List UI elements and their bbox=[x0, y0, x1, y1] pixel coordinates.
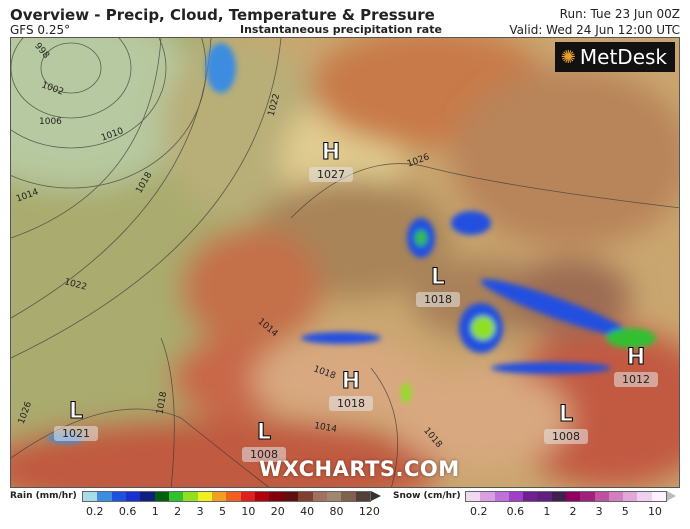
metdesk-star-icon: ✺ bbox=[560, 46, 576, 68]
rain-swatch bbox=[298, 492, 313, 501]
snow-legend-label: Snow (cm/hr) bbox=[393, 491, 461, 501]
center-symbol: H bbox=[341, 369, 361, 394]
rain-tick-label: 40 bbox=[300, 505, 315, 518]
snow-tick-label: 0.2 bbox=[470, 505, 488, 518]
logo-text: MetDesk bbox=[579, 45, 667, 69]
snow-tick-label: 5 bbox=[621, 505, 629, 518]
snow-swatch bbox=[565, 492, 581, 501]
rain-swatch bbox=[355, 492, 370, 501]
snow-swatch bbox=[494, 492, 509, 501]
legend: Rain (mm/hr) 0.2 0.6 1 2 3 5 10 20 40 80 120 Snow … bbox=[0, 490, 690, 529]
rain-tick-label: 20 bbox=[270, 505, 285, 518]
center-value: 1012 bbox=[614, 372, 658, 387]
center-value: 1008 bbox=[544, 429, 588, 444]
model-label: GFS 0.25° bbox=[10, 23, 71, 37]
snow-swatch bbox=[608, 492, 624, 501]
snow-swatch bbox=[523, 492, 538, 501]
snow-tick-label: 1 bbox=[543, 505, 551, 518]
rain-swatch bbox=[283, 492, 299, 501]
snow-tick-label: 0.6 bbox=[506, 505, 525, 518]
snow-swatch bbox=[480, 492, 495, 501]
rain-swatch bbox=[326, 492, 342, 501]
rain-swatch bbox=[226, 492, 241, 501]
rain-colorbar bbox=[82, 491, 371, 502]
rain-tick-label: 0.6 bbox=[118, 505, 137, 518]
rain-swatch bbox=[140, 492, 155, 501]
rain-swatch bbox=[212, 492, 227, 501]
rain-swatch bbox=[269, 492, 284, 501]
rain-tick-label: 0.2 bbox=[86, 505, 104, 518]
center-symbol: H bbox=[321, 140, 341, 165]
valid-time: Valid: Wed 24 Jun 12:00 UTC bbox=[509, 23, 680, 37]
center-symbol: L bbox=[68, 399, 84, 424]
center-symbol: L bbox=[256, 420, 272, 445]
center-value: 1018 bbox=[329, 396, 373, 411]
rain-tick-label: 5 bbox=[218, 505, 226, 518]
rain-ticks: 0.2 0.6 1 2 3 5 10 20 40 80 120 bbox=[86, 505, 380, 518]
snow-swatch bbox=[537, 492, 552, 501]
snow-swatch bbox=[551, 492, 566, 501]
rain-tick-label: 3 bbox=[196, 505, 204, 518]
snow-swatch bbox=[651, 492, 666, 501]
rain-swatch bbox=[169, 492, 184, 501]
snow-swatch bbox=[466, 492, 481, 501]
metdesk-logo: ✺ MetDesk bbox=[554, 42, 675, 72]
center-value: 1027 bbox=[309, 167, 353, 182]
run-time: Run: Tue 23 Jun 00Z bbox=[559, 7, 680, 21]
snow-ticks: 0.2 0.6 1 2 3 5 10 bbox=[470, 505, 662, 518]
pressure-center-high: H 1018 bbox=[329, 369, 373, 411]
weather-map: ✺ MetDesk H 1027 L 1018 H 1018 L 1021 L 1008 … bbox=[10, 37, 680, 488]
rain-swatch bbox=[183, 492, 198, 501]
snow-tick-label: 3 bbox=[595, 505, 603, 518]
center-symbol: L bbox=[430, 265, 446, 290]
snow-swatch bbox=[594, 492, 609, 501]
center-value: 1008 bbox=[242, 447, 286, 462]
rain-swatch bbox=[255, 492, 270, 501]
rain-tick-label: 80 bbox=[329, 505, 344, 518]
center-value: 1018 bbox=[416, 292, 460, 307]
rain-tick-label: 2 bbox=[174, 505, 182, 518]
center-symbol: L bbox=[558, 402, 574, 427]
rain-swatch bbox=[126, 492, 141, 501]
rain-swatch bbox=[312, 492, 327, 501]
rain-swatch bbox=[341, 492, 356, 501]
chart-title: Overview - Precip, Cloud, Temperature & … bbox=[10, 6, 435, 24]
rain-swatch bbox=[154, 492, 170, 501]
rain-swatch bbox=[111, 492, 127, 501]
pressure-center-low: L 1008 bbox=[544, 402, 588, 444]
isobar-label: 1006 bbox=[39, 117, 62, 127]
pressure-center-high: H 1012 bbox=[614, 345, 658, 387]
rain-tick-label: 1 bbox=[151, 505, 159, 518]
map-background bbox=[11, 38, 679, 487]
pressure-center-low: L 1018 bbox=[416, 265, 460, 307]
pressure-center-low: L 1008 bbox=[242, 420, 286, 462]
rain-swatch bbox=[83, 492, 98, 501]
rain-swatch bbox=[240, 492, 256, 501]
rain-colorbar-arrow bbox=[371, 491, 381, 501]
snow-colorbar bbox=[465, 491, 667, 502]
pressure-center-low: L 1021 bbox=[54, 399, 98, 441]
snow-swatch bbox=[637, 492, 652, 501]
snow-tick-label: 2 bbox=[569, 505, 577, 518]
pressure-center-high: H 1027 bbox=[309, 140, 353, 182]
snow-swatch bbox=[508, 492, 524, 501]
snow-swatch bbox=[580, 492, 595, 501]
rain-swatch bbox=[197, 492, 213, 501]
rain-tick-label: 120 bbox=[358, 505, 380, 518]
wxcharts-watermark: WXCHARTS.COM bbox=[259, 457, 460, 481]
center-value: 1021 bbox=[54, 426, 98, 441]
snow-colorbar-arrow bbox=[667, 491, 676, 501]
chart-subtitle: Instantaneous precipitation rate bbox=[240, 23, 442, 36]
rain-tick-label: 10 bbox=[241, 505, 256, 518]
snow-tick-label: 10 bbox=[647, 505, 662, 518]
center-symbol: H bbox=[626, 345, 646, 370]
snow-swatch bbox=[623, 492, 638, 501]
rain-legend-label: Rain (mm/hr) bbox=[10, 491, 77, 501]
rain-swatch bbox=[97, 492, 112, 501]
